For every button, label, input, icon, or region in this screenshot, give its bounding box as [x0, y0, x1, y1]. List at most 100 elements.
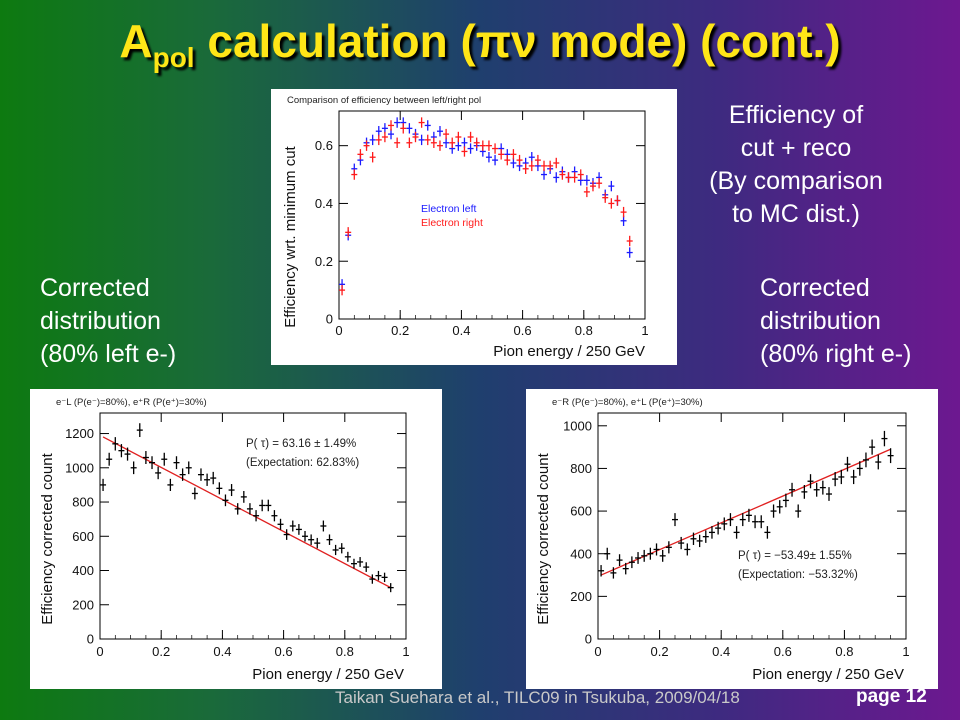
y-tick-label: 200	[72, 597, 94, 612]
data-point	[715, 521, 722, 535]
data-point	[344, 551, 351, 562]
efficiency-comparison-panel: Comparison of efficiency between left/ri…	[271, 89, 677, 365]
data-point	[856, 461, 863, 476]
data-point	[553, 172, 560, 183]
data-point	[547, 160, 554, 172]
data-point	[418, 117, 425, 128]
data-point	[776, 500, 783, 514]
data-point	[381, 131, 388, 143]
chart-y-label: Efficiency corrected count	[39, 452, 56, 624]
x-tick-label: 0.2	[651, 644, 669, 659]
data-point	[758, 515, 765, 529]
data-point	[832, 472, 839, 487]
data-point	[620, 206, 627, 218]
data-point	[418, 134, 425, 146]
data-point	[271, 510, 278, 522]
left-note: Corrected distribution (80% left e-)	[40, 272, 176, 371]
data-point	[338, 543, 345, 554]
x-tick-label: 0	[96, 644, 103, 659]
data-point	[375, 134, 382, 146]
x-tick-label: 0.6	[514, 323, 532, 338]
data-point	[838, 469, 845, 485]
x-tick-label: 0.4	[452, 323, 470, 338]
data-point	[100, 478, 107, 491]
data-point	[492, 154, 499, 166]
data-point	[801, 484, 808, 499]
data-point	[510, 149, 517, 160]
title-subscript: pol	[152, 42, 195, 73]
data-point	[369, 134, 376, 146]
data-point	[406, 123, 413, 134]
data-point	[149, 456, 156, 470]
x-tick-label: 1	[402, 644, 409, 659]
data-point	[819, 480, 826, 495]
data-point	[436, 126, 443, 137]
efficiency-comparison-chart: Comparison of efficiency between left/ri…	[282, 95, 649, 360]
note-line: Corrected	[40, 274, 150, 302]
data-point	[881, 430, 888, 447]
chart-x-label: Pion energy / 250 GeV	[252, 666, 404, 683]
data-point	[696, 534, 703, 548]
data-point	[363, 562, 370, 572]
data-point	[253, 510, 260, 522]
plot-frame	[597, 412, 907, 640]
data-point	[598, 565, 605, 577]
data-point	[185, 461, 192, 475]
data-point	[492, 143, 499, 154]
data-point	[246, 503, 253, 515]
data-point	[283, 529, 290, 540]
data-point	[289, 520, 296, 532]
note-line: distribution	[40, 307, 161, 335]
data-point	[436, 140, 443, 151]
right-distribution-chart: e⁻R (P(e⁻)=80%), e⁺L (P(e⁺)=30%) Efficie…	[535, 397, 910, 683]
data-point	[534, 154, 541, 166]
data-point	[875, 454, 882, 470]
y-tick-label: 1200	[65, 426, 94, 441]
y-tick-label: 1000	[65, 460, 94, 475]
data-point	[647, 547, 654, 560]
x-tick-label: 0.4	[213, 644, 231, 659]
data-point	[234, 503, 241, 515]
data-point	[565, 172, 572, 183]
data-point	[485, 140, 492, 151]
data-point	[626, 235, 633, 247]
y-tick-label: 400	[570, 546, 592, 561]
data-point	[583, 186, 590, 198]
data-point	[583, 175, 590, 186]
right-distribution-panel: e⁻R (P(e⁻)=80%), e⁺L (P(e⁺)=30%) Efficie…	[526, 389, 938, 689]
data-point	[412, 131, 419, 143]
data-point	[850, 469, 857, 485]
data-point	[308, 534, 315, 545]
data-point	[191, 487, 198, 500]
data-point	[616, 554, 623, 566]
data-point	[449, 137, 456, 148]
chart-y-label: Efficiency wrt. minimum cut	[282, 145, 299, 327]
data-point	[375, 570, 382, 581]
data-point	[807, 474, 814, 489]
data-point	[332, 544, 339, 556]
data-point	[467, 143, 474, 154]
y-tick-label: 400	[72, 563, 94, 578]
y-tick-label: 200	[570, 589, 592, 604]
data-point	[228, 484, 235, 497]
data-point	[357, 149, 364, 160]
data-point	[727, 513, 734, 527]
data-point	[589, 180, 596, 192]
chart-y-label: Efficiency corrected count	[535, 452, 552, 624]
data-point	[504, 154, 511, 166]
data-point	[357, 557, 364, 567]
data-point	[739, 513, 746, 527]
data-point	[179, 468, 186, 481]
data-point	[635, 552, 642, 564]
data-point	[369, 152, 376, 163]
data-point	[369, 574, 376, 584]
data-point	[690, 532, 697, 545]
chart-x-label: Pion energy / 250 GeV	[493, 343, 645, 360]
data-point	[795, 504, 802, 518]
data-point	[118, 444, 125, 458]
data-point	[782, 493, 789, 508]
data-point	[302, 530, 309, 542]
data-point	[770, 504, 777, 518]
data-point	[559, 169, 566, 180]
x-tick-label: 1	[902, 644, 909, 659]
